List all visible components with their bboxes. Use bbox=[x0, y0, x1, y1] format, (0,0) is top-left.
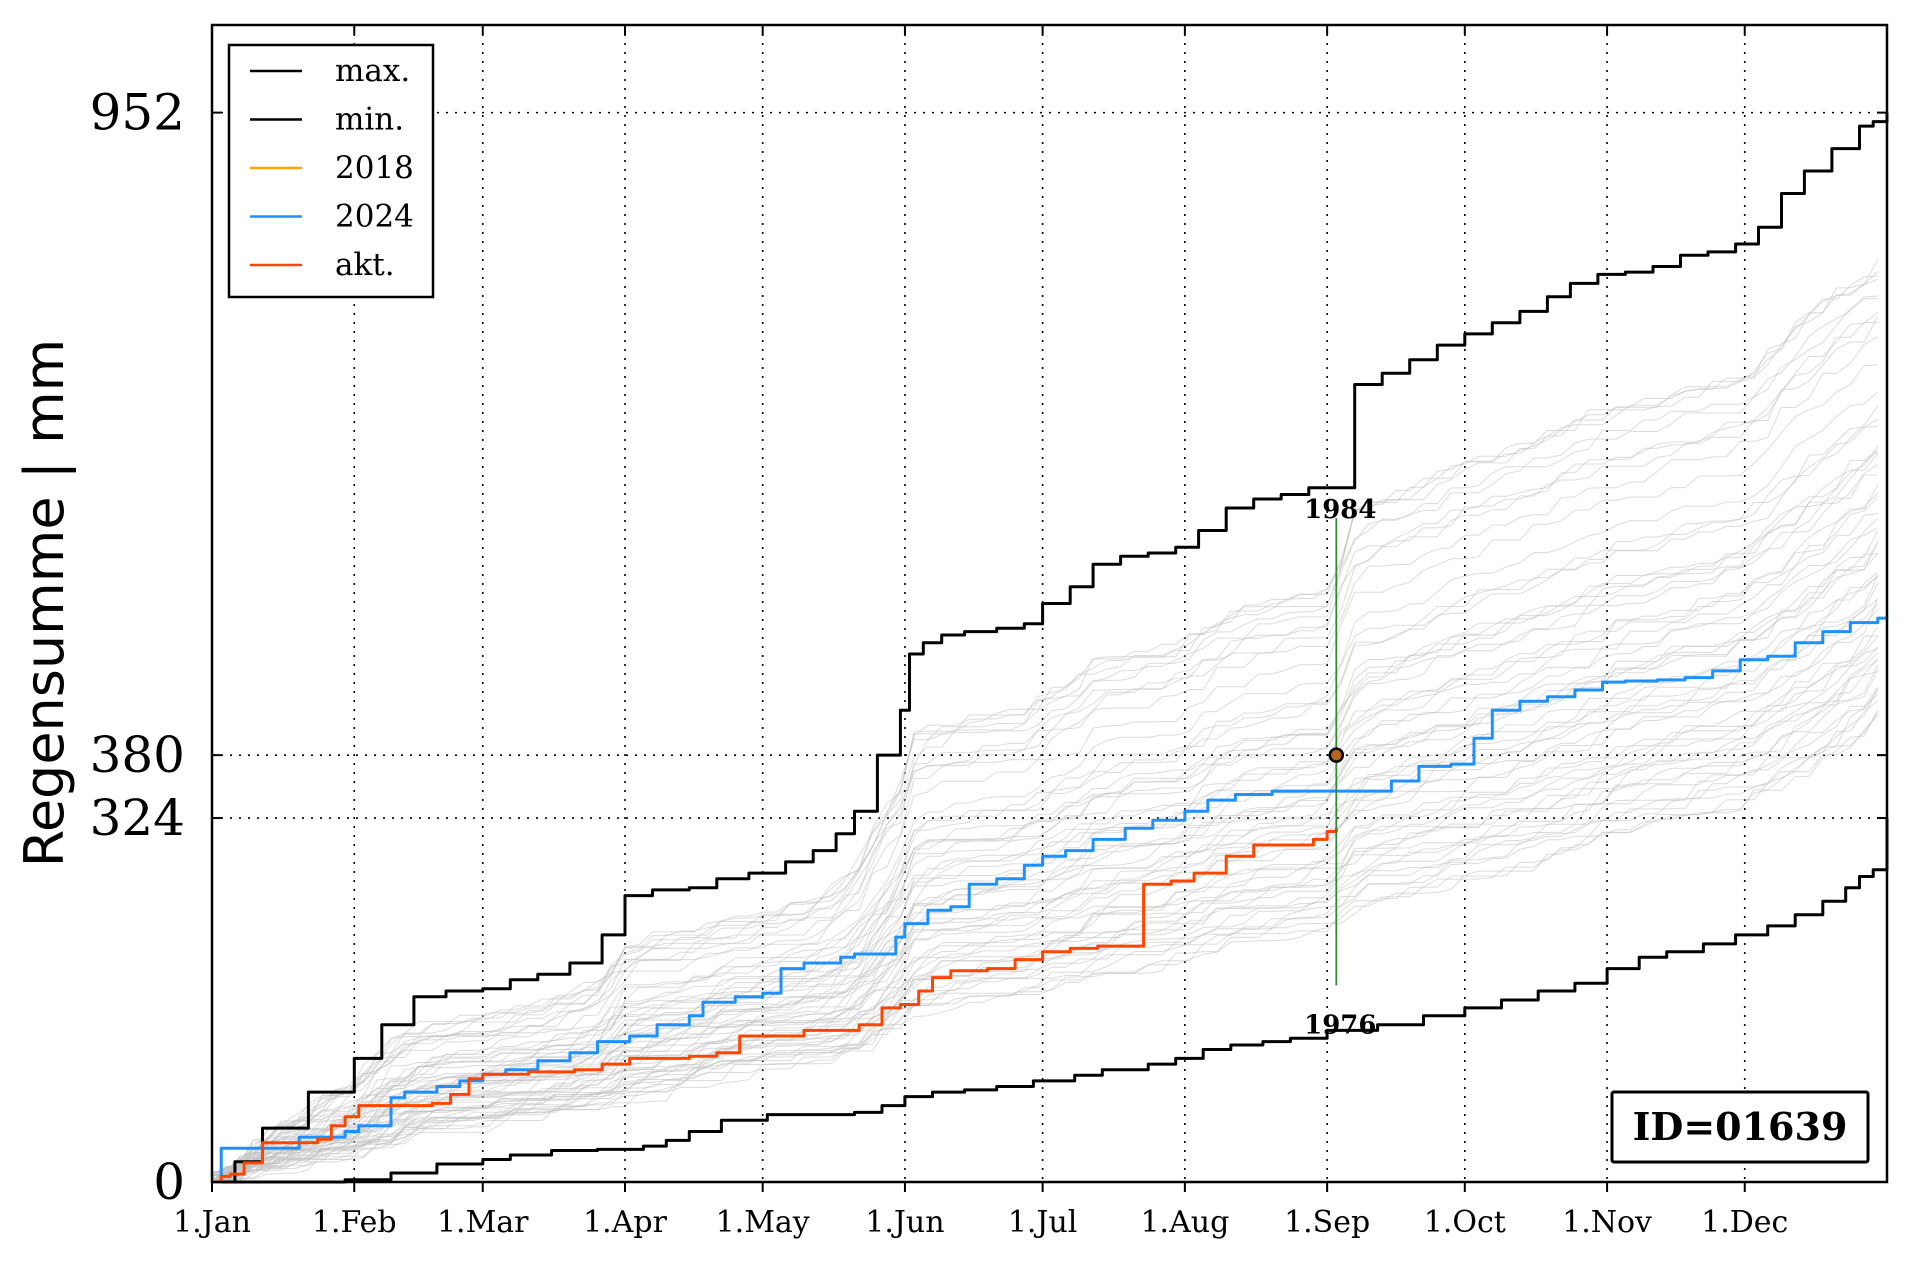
other-year-line bbox=[211, 425, 1878, 1183]
other-year-line bbox=[212, 671, 1878, 1181]
other-year-line bbox=[212, 543, 1879, 1176]
background-series bbox=[211, 259, 1879, 1183]
other-year-line bbox=[211, 316, 1879, 1183]
range-annotations: 1984 1976 bbox=[1304, 495, 1376, 1041]
other-year-line bbox=[211, 298, 1878, 1178]
x-tick-label: 1.Jun bbox=[865, 1205, 944, 1240]
x-tick-label: 1.Feb bbox=[312, 1205, 397, 1240]
x-tick-label: 1.Aug bbox=[1140, 1205, 1229, 1240]
y-axis-label: Regensumme | mm bbox=[13, 339, 76, 868]
x-tick-label: 1.Nov bbox=[1562, 1205, 1652, 1240]
id-box-text: ID=01639 bbox=[1633, 1104, 1848, 1149]
other-year-line bbox=[212, 635, 1878, 1174]
other-year-line bbox=[211, 451, 1879, 1183]
other-year-line bbox=[211, 575, 1879, 1183]
other-year-line bbox=[212, 715, 1879, 1179]
id-box: ID=01639 bbox=[1610, 1090, 1870, 1164]
legend-label: 2018 bbox=[335, 150, 414, 186]
other-year-line bbox=[211, 484, 1879, 1181]
other-year-line bbox=[211, 275, 1878, 1183]
other-year-line bbox=[211, 513, 1878, 1183]
other-year-line bbox=[212, 712, 1879, 1183]
plot-frame bbox=[210, 23, 1889, 1184]
other-year-line bbox=[211, 693, 1879, 1183]
other-year-line bbox=[212, 449, 1879, 1175]
current-marker bbox=[1328, 747, 1345, 763]
other-year-line bbox=[211, 464, 1879, 1183]
other-year-line bbox=[211, 658, 1879, 1183]
other-year-line bbox=[212, 603, 1879, 1183]
x-tick-label: 1.Apr bbox=[583, 1205, 667, 1240]
other-year-line bbox=[211, 474, 1878, 1173]
y-tick-label: 324 bbox=[90, 789, 185, 847]
other-year-line bbox=[212, 418, 1879, 1179]
other-year-line bbox=[211, 609, 1879, 1182]
legend-label: max. bbox=[335, 53, 410, 89]
series-line-max bbox=[212, 112, 1889, 1184]
main-series bbox=[212, 112, 1889, 1184]
x-tick-label: 1.May bbox=[716, 1205, 810, 1240]
other-year-line bbox=[211, 364, 1878, 1183]
y-tick-label: 952 bbox=[90, 84, 185, 142]
other-year-line bbox=[211, 446, 1879, 1183]
legend-label: akt. bbox=[335, 247, 395, 283]
y-tick-label: 0 bbox=[153, 1153, 185, 1211]
annotation-1984: 1984 bbox=[1304, 495, 1376, 525]
legend-label: 2024 bbox=[335, 199, 414, 235]
other-year-line bbox=[211, 530, 1879, 1183]
other-year-line bbox=[211, 406, 1879, 1182]
series-line-akt bbox=[212, 828, 1338, 1184]
legend: max. min. 2018 2024 akt. bbox=[227, 43, 435, 299]
x-tick-label: 1.Jul bbox=[1008, 1205, 1078, 1240]
other-year-line bbox=[211, 452, 1879, 1179]
legend-frame bbox=[227, 43, 435, 299]
other-year-line bbox=[211, 527, 1879, 1183]
other-year-line bbox=[211, 312, 1879, 1175]
other-year-line bbox=[211, 648, 1878, 1183]
x-tick-label: 1.Jan bbox=[173, 1205, 251, 1240]
annotation-1976: 1976 bbox=[1304, 1011, 1376, 1041]
id-box-frame bbox=[1610, 1090, 1870, 1164]
x-tick-label: 1.Sep bbox=[1284, 1205, 1370, 1240]
other-year-line bbox=[212, 571, 1879, 1176]
x-tick-label: 1.Dec bbox=[1701, 1205, 1788, 1240]
x-tick-label: 1.Mar bbox=[437, 1205, 529, 1240]
other-year-line bbox=[212, 687, 1879, 1176]
series-line-2024 bbox=[212, 616, 1889, 1184]
legend-label: min. bbox=[335, 102, 404, 138]
other-year-line bbox=[211, 574, 1879, 1183]
y-tick-label: 380 bbox=[90, 726, 185, 784]
other-year-line bbox=[211, 278, 1878, 1175]
series-line-min bbox=[212, 818, 1889, 1184]
x-tick-label: 1.Oct bbox=[1424, 1205, 1506, 1240]
other-year-line bbox=[212, 295, 1878, 1183]
axis-ticks: 1.Jan 1.Feb 1.Mar 1.Apr 1.May 1.Jun 1.Jul 1.Aug… bbox=[90, 25, 1887, 1240]
other-year-line bbox=[211, 492, 1879, 1183]
other-year-line bbox=[211, 689, 1879, 1183]
other-year-line bbox=[212, 598, 1879, 1176]
other-year-line bbox=[212, 646, 1879, 1183]
